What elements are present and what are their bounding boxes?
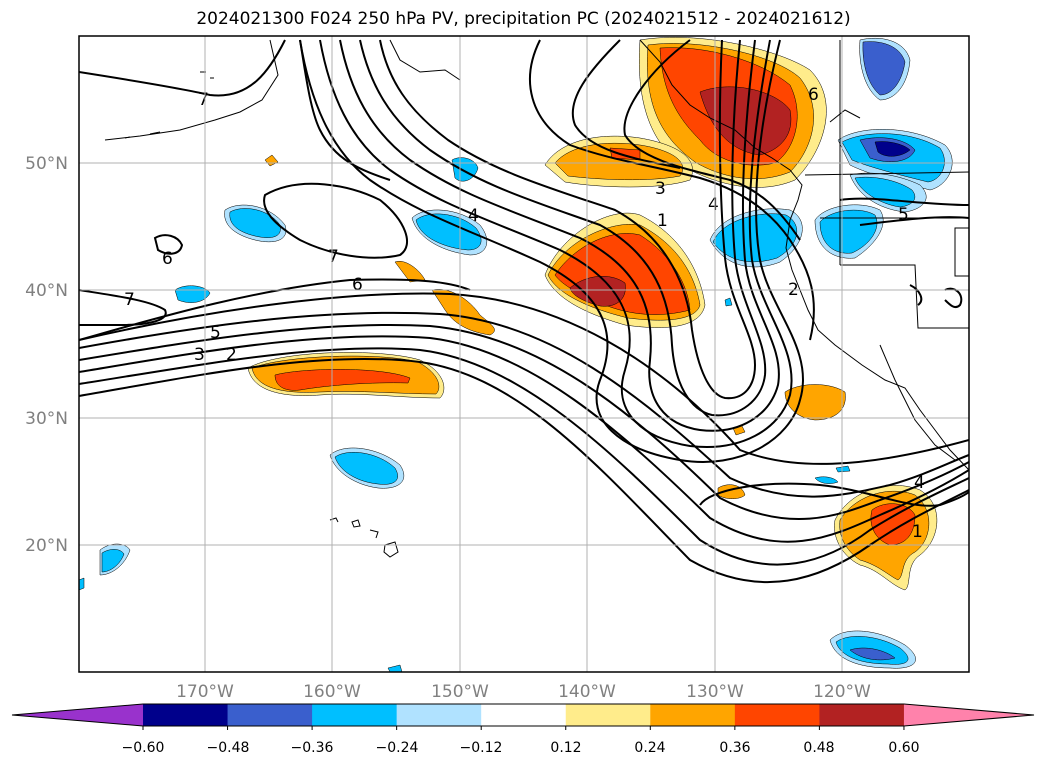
coastlines xyxy=(104,39,969,471)
lon-label: 150°W xyxy=(431,682,489,702)
lon-label: 160°W xyxy=(303,682,361,702)
colorbar-tick-label: −0.36 xyxy=(291,740,334,756)
colorbar-segment xyxy=(819,704,905,726)
lon-label: 140°W xyxy=(558,682,616,702)
contour-label: 6 xyxy=(352,275,363,295)
colorbar-extend-max xyxy=(903,704,1034,726)
colorbar-segment xyxy=(312,704,398,726)
contour-label: 5 xyxy=(210,323,221,343)
colorbar-tick-label: −0.12 xyxy=(460,740,503,756)
contour-label: 5 xyxy=(898,205,909,225)
colorbar-segment xyxy=(734,704,820,726)
contour-label: 2 xyxy=(226,345,237,365)
colorbar-tick-label: 0.24 xyxy=(634,740,665,756)
colorbar-tick-label: −0.60 xyxy=(122,740,165,756)
colorbar-tick-labels: −0.60 −0.48 −0.36 −0.24 −0.12 0.12 0.24 … xyxy=(122,740,920,756)
contour-label: 4 xyxy=(468,206,479,226)
contour-label: 6 xyxy=(162,249,173,269)
lon-label: 130°W xyxy=(686,682,744,702)
colorbar xyxy=(11,703,1035,730)
contour-label: 1 xyxy=(657,211,668,231)
islands xyxy=(124,71,399,558)
pv-contours xyxy=(79,39,969,584)
longitude-labels: 170°W 160°W 150°W 140°W 130°W 120°W xyxy=(176,682,871,702)
contour-label: 7 xyxy=(328,247,339,267)
contour-label: 6 xyxy=(808,85,819,105)
colorbar-segment xyxy=(481,704,567,726)
lat-label: 50°N xyxy=(25,154,68,174)
colorbar-segment xyxy=(565,704,651,726)
lat-label: 30°N xyxy=(25,409,68,429)
map-title: 2024021300 F024 250 hPa PV, precipitatio… xyxy=(196,9,851,29)
gridlines xyxy=(79,36,969,672)
contour-label: 3 xyxy=(194,345,205,365)
colorbar-segment xyxy=(143,704,229,726)
colorbar-tick-label: −0.48 xyxy=(207,740,250,756)
map-background xyxy=(79,36,969,672)
contour-label: 3 xyxy=(655,179,666,199)
contour-label: 4 xyxy=(708,195,719,215)
colorbar-tick-label: 0.12 xyxy=(550,740,581,756)
colorbar-segment xyxy=(650,704,736,726)
colorbar-segment xyxy=(227,704,313,726)
latitude-labels: 50°N 40°N 30°N 20°N xyxy=(25,154,68,556)
colorbar-tick-label: 0.48 xyxy=(803,740,834,756)
contour-label: 7 xyxy=(198,90,209,110)
lat-label: 20°N xyxy=(25,536,68,556)
map-frame xyxy=(78,35,970,673)
contour-label: 7 xyxy=(124,290,135,310)
colorbar-tick-label: 0.36 xyxy=(719,740,750,756)
lat-label: 40°N xyxy=(25,281,68,301)
lon-label: 120°W xyxy=(813,682,871,702)
colorbar-tick-label: 0.60 xyxy=(888,740,919,756)
colorbar-tick-label: −0.24 xyxy=(376,740,419,756)
contour-label: 1 xyxy=(912,522,923,542)
contour-label: 4 xyxy=(914,473,925,493)
lon-label: 170°W xyxy=(176,682,234,702)
colorbar-extend-min xyxy=(12,704,143,726)
colorbar-segment xyxy=(396,704,482,726)
